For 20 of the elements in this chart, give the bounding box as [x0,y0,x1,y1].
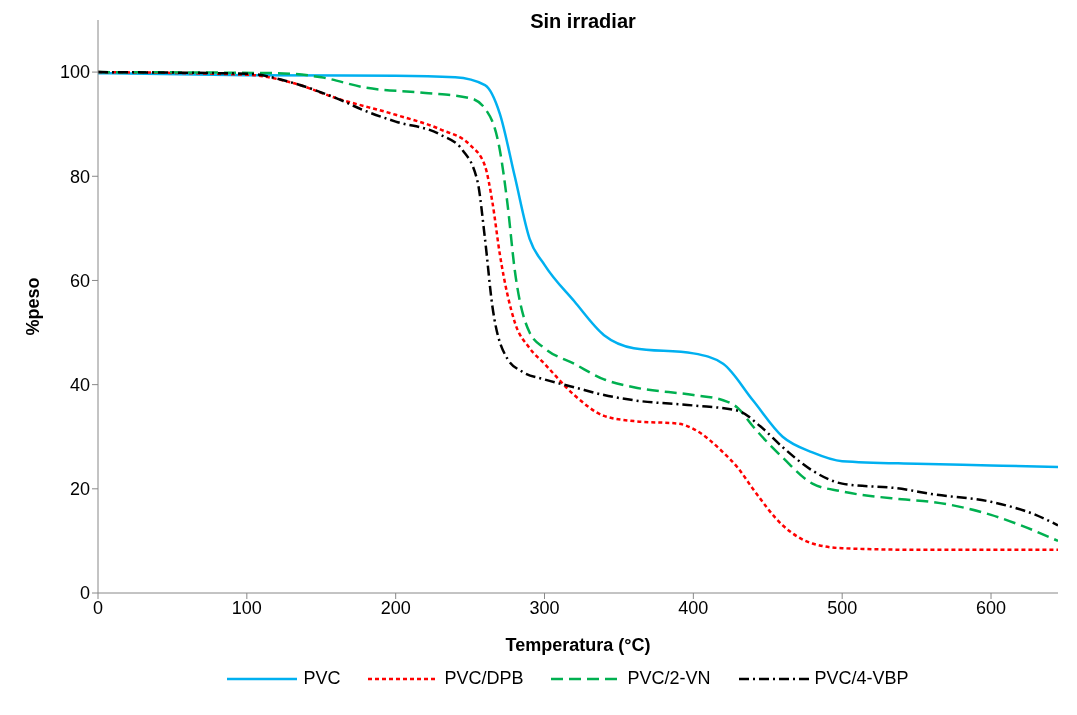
x-axis-title: Temperatura (°C) [505,635,651,655]
y-tick-label: 80 [69,166,90,187]
x-tick-label: 500 [827,597,858,618]
y-axis-title: %peso [23,277,44,336]
y-tick-label: 100 [59,62,90,83]
x-tick-label: 100 [231,597,262,618]
legend-label: PVC/4-VBP [814,668,909,689]
y-tick-label: 40 [69,375,90,396]
legend-label: PVC/2-VN [627,668,711,689]
legend-label: PVC [303,668,341,689]
y-tick-label: 0 [79,583,90,604]
y-tick-label: 20 [69,479,90,500]
y-tick-label: 60 [69,270,90,291]
x-tick-label: 200 [380,597,411,618]
x-tick-label: 400 [678,597,709,618]
x-tick-label: 0 [92,597,104,618]
chart-title: Sin irradiar [529,10,637,33]
x-tick-label: 300 [529,597,560,618]
x-tick-label: 600 [976,597,1007,618]
legend-label: PVC/DPB [444,668,524,689]
